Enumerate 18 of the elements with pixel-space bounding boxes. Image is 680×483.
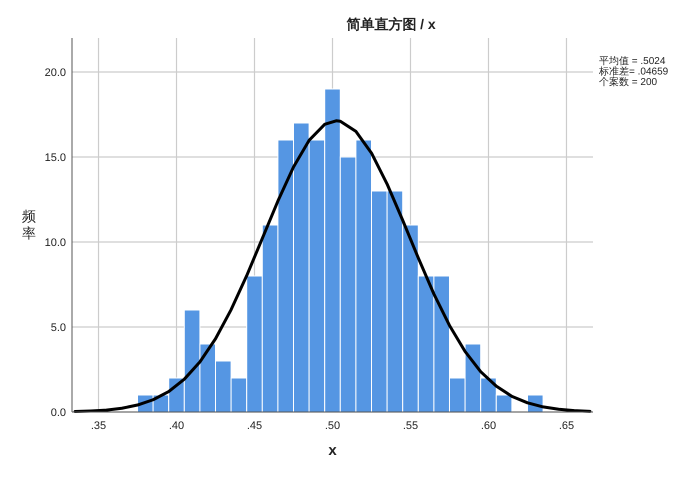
y-tick-label: 5.0 <box>50 322 66 334</box>
x-tick-label: .65 <box>558 420 574 432</box>
x-tick-label: .55 <box>402 420 418 432</box>
text: 平均值 = .5024 <box>599 55 666 67</box>
x-tick-label: .50 <box>324 420 340 432</box>
x-tick-label: .45 <box>246 420 262 432</box>
text: 个案数 = 200 <box>599 76 658 88</box>
x-axis-title: x <box>328 442 338 459</box>
y-tick-label: 0.0 <box>50 407 66 419</box>
y-axis-title: 频率 <box>22 208 36 241</box>
y-tick-label: 20.0 <box>44 67 66 79</box>
x-tick-label: .40 <box>168 420 184 432</box>
y-tick-label: 15.0 <box>44 152 66 164</box>
x-tick-label: .60 <box>480 420 496 432</box>
x-tick-label: .35 <box>90 420 106 432</box>
text: 标准差= .04659 <box>598 66 669 78</box>
y-tick-label: 10.0 <box>44 237 66 249</box>
chart-title: 简单直方图 / x <box>345 16 436 32</box>
